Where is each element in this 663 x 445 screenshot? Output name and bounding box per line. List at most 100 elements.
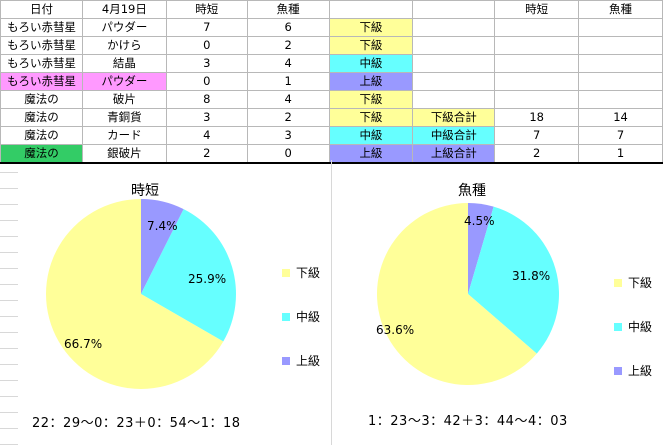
table-cell[interactable]: 魔法の — [0, 108, 83, 127]
header-cell[interactable]: 4月19日 — [81, 0, 167, 19]
pie-slice-中級[interactable] — [141, 209, 237, 342]
table-cell[interactable]: 魔法の — [0, 126, 83, 145]
table-cell[interactable]: 下級 — [328, 36, 414, 55]
legend-item[interactable]: 上級 — [282, 352, 320, 369]
table-cell[interactable]: もろい赤彗星 — [0, 54, 83, 73]
legend-label: 上級 — [296, 354, 321, 368]
pie-slice-上級[interactable] — [141, 199, 184, 294]
table-cell[interactable]: 青銅貨 — [81, 108, 167, 127]
time-range-note: 1：23～3：42＋3：44～4：03 — [368, 414, 568, 429]
table-cell[interactable] — [412, 90, 496, 109]
table-cell[interactable]: 中級 — [328, 54, 414, 73]
table-cell[interactable]: 0 — [246, 144, 330, 164]
table-cell[interactable] — [412, 36, 496, 55]
legend-label: 上級 — [628, 364, 653, 378]
table-cell[interactable]: 7 — [494, 126, 580, 145]
table-cell[interactable]: パウダー — [81, 18, 167, 37]
pie-data-label: 4.5% — [464, 214, 495, 228]
table-cell[interactable]: 上級 — [328, 72, 414, 91]
table-row: 魔法の 破片 8 4 下級 — [0, 90, 663, 109]
table-row: もろい赤彗星 パウダー 0 1 上級 — [0, 72, 663, 91]
pie-data-label: 25.9% — [188, 272, 226, 286]
table-cell[interactable] — [412, 18, 496, 37]
header-cell[interactable]: 日付 — [0, 0, 83, 19]
table-cell[interactable]: 3 — [165, 54, 248, 73]
table-cell[interactable]: 6 — [246, 18, 330, 37]
legend-label: 中級 — [296, 310, 321, 324]
table-cell[interactable]: 下級合計 — [412, 108, 496, 127]
legend-item[interactable]: 上級 — [614, 362, 652, 379]
time-range-note: 22：29～0：23＋0：54～1：18 — [32, 416, 241, 431]
header-cell[interactable]: 時短 — [165, 0, 248, 19]
table-cell[interactable]: 3 — [165, 108, 248, 127]
table-cell[interactable]: 18 — [494, 108, 580, 127]
table-cell[interactable]: 銀破片 — [81, 144, 167, 164]
pie-slice-上級[interactable] — [468, 203, 494, 294]
table-cell[interactable]: もろい赤彗星 — [0, 72, 83, 91]
table-cell[interactable]: 3 — [246, 126, 330, 145]
header-cell[interactable] — [328, 0, 414, 19]
pie-svg: 66.7% 25.9% 7.4% — [45, 199, 237, 389]
table-cell[interactable]: 4 — [165, 126, 248, 145]
table-cell[interactable] — [494, 54, 580, 73]
pie-slice-下級[interactable] — [45, 199, 224, 389]
table-cell[interactable]: 魔法の — [0, 144, 83, 164]
pie-chart-gyoshu[interactable]: 魚種 63.6% 31.8% 4.5% 下級 中級 上級 1：23～3：42＋3：44～… — [332, 168, 663, 445]
pie-chart-jitan[interactable]: 時短 66.7% 25.9% 7.4% 下級 中級 上級 22：29～0：23＋0：54… — [0, 168, 331, 445]
table-cell[interactable] — [494, 90, 580, 109]
table-cell[interactable] — [578, 18, 663, 37]
table-cell[interactable] — [578, 54, 663, 73]
table-cell[interactable]: 7 — [165, 18, 248, 37]
table-cell[interactable]: 1 — [246, 72, 330, 91]
table-cell[interactable] — [412, 54, 496, 73]
table-cell[interactable]: 破片 — [81, 90, 167, 109]
table-cell[interactable]: かけら — [81, 36, 167, 55]
pie-svg: 63.6% 31.8% 4.5% — [376, 203, 559, 385]
legend-label: 中級 — [628, 320, 653, 334]
table-cell[interactable]: 魔法の — [0, 90, 83, 109]
header-cell[interactable] — [412, 0, 496, 19]
header-cell[interactable]: 時短 — [494, 0, 580, 19]
legend-item[interactable]: 下級 — [282, 264, 320, 281]
table-cell[interactable]: 0 — [165, 72, 248, 91]
pie-slice-下級[interactable] — [377, 203, 537, 385]
table-cell[interactable]: 上級 — [328, 144, 414, 164]
table-cell[interactable]: 14 — [578, 108, 663, 127]
table-cell[interactable]: 7 — [578, 126, 663, 145]
table-cell[interactable]: 2 — [494, 144, 580, 164]
table-cell[interactable] — [578, 36, 663, 55]
legend-item[interactable]: 下級 — [614, 274, 652, 291]
table-cell[interactable]: 下級 — [328, 18, 414, 37]
table-cell[interactable]: 中級合計 — [412, 126, 496, 145]
legend-swatch — [614, 278, 622, 287]
legend-item[interactable]: 中級 — [614, 318, 652, 335]
table-cell[interactable]: 0 — [165, 36, 248, 55]
table-cell[interactable] — [578, 90, 663, 109]
table-cell[interactable] — [578, 72, 663, 91]
table-cell[interactable]: 8 — [165, 90, 248, 109]
header-cell[interactable]: 魚種 — [246, 0, 330, 19]
table-cell[interactable]: 2 — [246, 108, 330, 127]
table-cell[interactable]: カード — [81, 126, 167, 145]
table-cell[interactable] — [494, 36, 580, 55]
table-cell[interactable]: 2 — [246, 36, 330, 55]
table-cell[interactable] — [412, 72, 496, 91]
pie-slice-中級[interactable] — [468, 206, 559, 354]
table-cell[interactable] — [494, 72, 580, 91]
table-cell[interactable]: もろい赤彗星 — [0, 36, 83, 55]
header-cell[interactable]: 魚種 — [578, 0, 663, 19]
legend-item[interactable]: 中級 — [282, 308, 320, 325]
table-cell[interactable]: もろい赤彗星 — [0, 18, 83, 37]
table-cell[interactable]: 2 — [165, 144, 248, 164]
table-cell[interactable]: 4 — [246, 54, 330, 73]
table-cell[interactable]: パウダー — [81, 72, 167, 91]
table-cell[interactable]: 下級 — [328, 108, 414, 127]
table-cell[interactable]: 下級 — [328, 90, 414, 109]
table-cell[interactable]: 中級 — [328, 126, 414, 145]
table-cell[interactable] — [494, 18, 580, 37]
table-cell[interactable]: 1 — [578, 144, 663, 164]
table-cell[interactable]: 上級合計 — [412, 144, 496, 164]
table-cell[interactable]: 結晶 — [81, 54, 167, 73]
table-cell[interactable]: 4 — [246, 90, 330, 109]
pie-data-label: 31.8% — [512, 269, 550, 283]
